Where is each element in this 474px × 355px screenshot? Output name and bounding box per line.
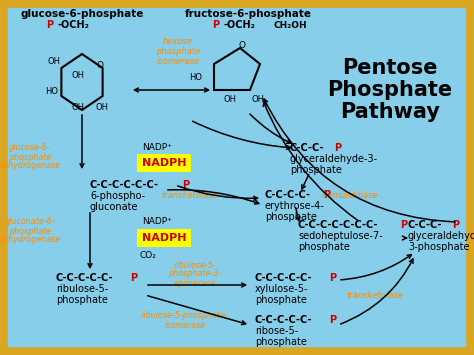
Text: isomerase: isomerase [164,321,206,329]
Text: OH: OH [224,95,237,104]
Text: fructose-6-phosphate: fructose-6-phosphate [184,9,311,19]
Text: phosphate-3-: phosphate-3- [168,269,222,279]
Text: P: P [182,180,189,190]
Text: P: P [329,273,336,283]
Text: phosphate: phosphate [298,242,350,252]
Text: OH: OH [95,104,109,113]
Text: glyceraldehyde-: glyceraldehyde- [408,231,474,241]
Text: P: P [400,220,407,230]
Text: glucose-6-phosphate: glucose-6-phosphate [20,9,144,19]
Text: transketolase: transketolase [162,191,219,200]
Text: -OCH₂: -OCH₂ [224,20,256,30]
Text: phosphate: phosphate [9,226,51,235]
Text: glucose-6-: glucose-6- [9,143,51,153]
Text: C-C-C-C-: C-C-C-C- [265,190,311,200]
Text: OH: OH [72,71,84,81]
Text: HO: HO [46,87,58,97]
FancyBboxPatch shape [5,5,469,350]
Text: C-C-C-: C-C-C- [290,143,325,153]
Text: phosphate: phosphate [255,337,307,347]
Text: P: P [46,20,54,30]
Text: O: O [97,61,103,71]
Text: Pathway: Pathway [340,102,440,122]
Text: P: P [329,315,336,325]
Text: C-C-C-C-C-: C-C-C-C-C- [255,315,312,325]
Text: ribulose-5-phosphate-: ribulose-5-phosphate- [141,311,229,321]
Text: P: P [323,190,330,200]
Text: Pentose: Pentose [342,58,438,78]
Text: NADPH: NADPH [142,158,186,168]
Text: phosphate: phosphate [156,48,200,56]
Text: O: O [238,42,246,50]
Text: xylulose-5-: xylulose-5- [255,284,309,294]
Text: phosphate: phosphate [265,212,317,222]
Text: NADP⁺: NADP⁺ [142,218,172,226]
Text: ribose-5-: ribose-5- [255,326,298,336]
Text: 3-phosphate: 3-phosphate [408,242,470,252]
Text: Phosphate: Phosphate [328,80,453,100]
Text: hexose: hexose [163,38,193,47]
Text: C-C-C-C-C-C-C-: C-C-C-C-C-C-C- [298,220,379,230]
Text: phosphate: phosphate [255,295,307,305]
Text: epimerase: epimerase [174,279,216,288]
Text: P: P [452,220,459,230]
Text: phosphate: phosphate [9,153,51,162]
Text: dehydrogenase: dehydrogenase [0,235,61,245]
Text: dehydrogenase: dehydrogenase [0,162,61,170]
Text: isomerase: isomerase [156,58,200,66]
Text: C-C-C-C-C-C-: C-C-C-C-C-C- [90,180,159,190]
FancyBboxPatch shape [137,229,191,247]
Text: phosphate: phosphate [290,165,342,175]
Text: NADP⁺: NADP⁺ [142,142,172,152]
Text: OH: OH [47,58,61,66]
Text: phosphate: phosphate [56,295,108,305]
Text: erythrose-4-: erythrose-4- [265,201,325,211]
Text: NADPH: NADPH [142,233,186,243]
Text: glyceraldehyde-3-: glyceraldehyde-3- [290,154,378,164]
Text: 6-phospho-: 6-phospho- [90,191,145,201]
Text: HO: HO [189,72,202,82]
Text: P: P [130,273,137,283]
Text: CO₂: CO₂ [139,251,156,261]
Text: C-C-C-C-C-: C-C-C-C-C- [56,273,113,283]
Text: transketolase: transketolase [346,290,403,300]
Text: ribulose-5-: ribulose-5- [56,284,108,294]
Text: transaldolase: transaldolase [322,191,378,200]
Text: gluconate-6-: gluconate-6- [5,218,55,226]
Text: -OCH₂: -OCH₂ [58,20,90,30]
Text: CH₂OH: CH₂OH [273,21,307,29]
Text: OH: OH [72,104,84,113]
FancyBboxPatch shape [137,154,191,172]
Text: P: P [334,143,341,153]
Text: gluconate: gluconate [90,202,138,212]
Text: sedoheptulose-7-: sedoheptulose-7- [298,231,383,241]
Text: P: P [212,20,219,30]
Text: ribulose-5-: ribulose-5- [173,261,216,269]
Text: C-C-C-C-C-: C-C-C-C-C- [255,273,312,283]
Text: C-C-C-: C-C-C- [408,220,443,230]
Text: OH: OH [252,95,264,104]
